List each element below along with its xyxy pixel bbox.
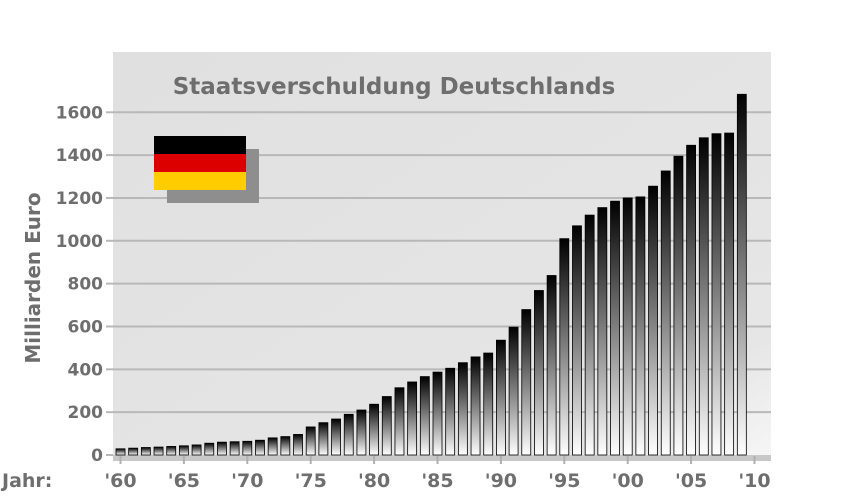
bar-1992 xyxy=(521,309,532,456)
bar-1962 xyxy=(140,447,151,456)
bar-1969 xyxy=(229,441,240,456)
y-axis-ticks: 0 200 400 600 800 1000 1200 1400 1600 xyxy=(56,103,113,466)
bar-1984 xyxy=(419,376,430,456)
flag-stripe-gold xyxy=(154,172,246,190)
bar-1986 xyxy=(445,367,456,456)
bar-2007 xyxy=(711,133,722,456)
x-tick-label: '80 xyxy=(358,470,390,492)
bar-1995 xyxy=(559,238,570,456)
bar-1972 xyxy=(267,437,278,456)
bar-2000 xyxy=(622,197,633,456)
x-tick-label: '60 xyxy=(104,470,136,492)
bar-1985 xyxy=(432,371,443,456)
bar-1965 xyxy=(178,445,189,456)
bar-2005 xyxy=(686,144,696,456)
bar-1996 xyxy=(572,225,582,456)
y-axis-label: Milliarden Euro xyxy=(21,192,45,363)
bar-1990 xyxy=(495,339,506,456)
bar-1991 xyxy=(508,326,519,456)
bar-1973 xyxy=(280,436,291,456)
bar-2002 xyxy=(648,185,658,456)
bar-1994 xyxy=(546,275,557,456)
bar-1987 xyxy=(457,362,468,456)
bar-1988 xyxy=(470,356,481,456)
flag-stripe-black xyxy=(154,136,246,154)
bar-1961 xyxy=(128,447,139,456)
bar-1983 xyxy=(407,381,418,456)
flag-stripe-red xyxy=(154,154,246,172)
bar-2006 xyxy=(698,137,709,456)
x-tick-label: '10 xyxy=(738,470,770,492)
y-tick-label: 1000 xyxy=(56,232,103,252)
bar-2003 xyxy=(660,170,671,456)
bar-2008 xyxy=(724,132,735,456)
bar-1971 xyxy=(255,439,265,456)
x-axis-prefix: Jahr: xyxy=(0,470,52,492)
y-tick-label: 600 xyxy=(68,317,104,337)
bar-1975 xyxy=(305,426,316,456)
bar-1976 xyxy=(318,422,329,456)
bar-2009 xyxy=(736,93,747,456)
y-tick-label: 1600 xyxy=(56,103,103,123)
y-tick-label: 0 xyxy=(91,446,103,466)
bar-1980 xyxy=(369,403,380,456)
bars xyxy=(115,93,747,456)
bar-1982 xyxy=(394,387,405,456)
bar-1989 xyxy=(483,352,494,456)
grid-lines xyxy=(113,111,771,414)
x-tick-label: '90 xyxy=(485,470,517,492)
chart-title: Staatsverschuldung Deutschlands xyxy=(173,74,616,100)
x-tick-label: '95 xyxy=(548,470,580,492)
bar-1967 xyxy=(204,442,215,456)
y-tick-label: 800 xyxy=(68,275,104,295)
plot-floor xyxy=(113,455,771,461)
x-tick-label: '65 xyxy=(168,470,200,492)
bar-1966 xyxy=(191,444,202,456)
bar-1968 xyxy=(217,441,227,456)
bar-1960 xyxy=(115,448,126,456)
german-flag-icon xyxy=(154,136,259,203)
bar-1997 xyxy=(584,214,595,456)
bar-1970 xyxy=(242,440,253,456)
x-axis-ticks: '60 '65 '70 '75 '80 '85 '90 '95 '00 '05 '10 xyxy=(104,456,771,492)
y-tick-label: 200 xyxy=(68,403,104,423)
x-tick-label: '05 xyxy=(675,470,707,492)
bar-2001 xyxy=(635,196,646,456)
y-tick-label: 1400 xyxy=(56,146,103,166)
bar-1981 xyxy=(381,396,392,456)
x-tick-label: '85 xyxy=(421,470,453,492)
bar-2004 xyxy=(673,155,684,456)
y-tick-label: 400 xyxy=(68,360,104,380)
x-tick-label: '70 xyxy=(231,470,263,492)
bar-1978 xyxy=(343,413,354,456)
bar-1977 xyxy=(331,418,341,456)
bar-1998 xyxy=(597,207,608,456)
bar-1993 xyxy=(534,290,544,456)
x-tick-label: '75 xyxy=(295,470,327,492)
bar-1964 xyxy=(166,446,177,456)
bar-1963 xyxy=(153,446,164,456)
x-tick-label: '00 xyxy=(612,470,644,492)
y-tick-label: 1200 xyxy=(56,189,103,209)
bar-1979 xyxy=(356,409,367,456)
bar-1999 xyxy=(610,200,620,456)
bar-1974 xyxy=(293,434,303,456)
